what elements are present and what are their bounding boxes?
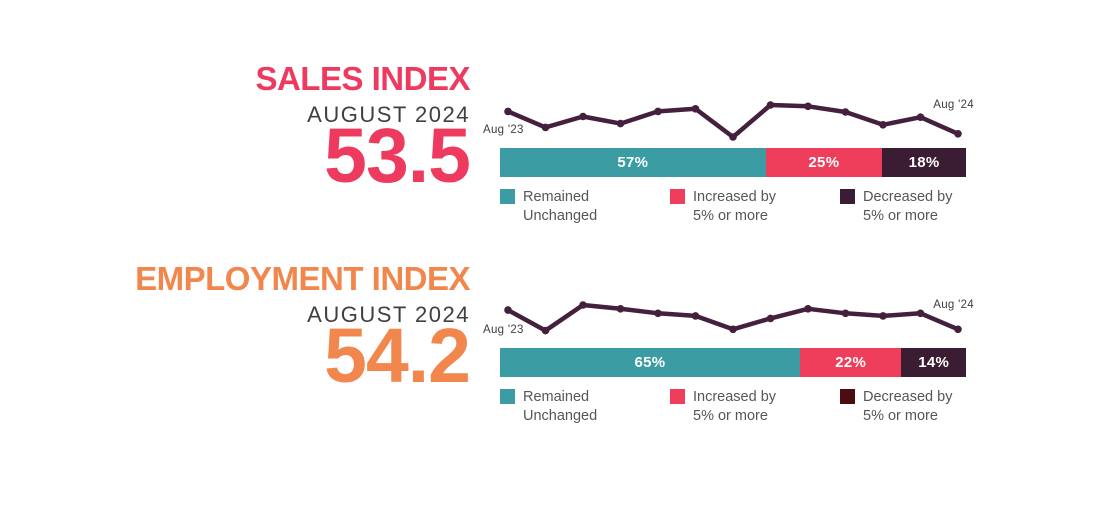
trend-sparkline: Aug '23 Aug '24 bbox=[483, 98, 974, 144]
legend-label-line1: Increased by bbox=[693, 189, 777, 205]
legend-item-increased: Increased by 5% or more bbox=[670, 188, 776, 226]
bar-segment-remained-unchanged: 65% bbox=[500, 348, 800, 377]
legend-label-line2: Unchanged bbox=[523, 408, 598, 425]
stacked-bar-chart: 65% 22% 14% bbox=[500, 348, 966, 377]
legend-label-line1: Decreased by bbox=[863, 389, 953, 405]
bar-segment-remained-unchanged: 57% bbox=[500, 148, 766, 177]
trend-sparkline: Aug '23 Aug '24 bbox=[483, 298, 974, 344]
bar-segment-decreased: 18% bbox=[882, 148, 966, 177]
section-title: EMPLOYMENT INDEX bbox=[135, 260, 470, 297]
index-headline-value: 54.2 bbox=[324, 313, 471, 399]
legend-label-line2: 5% or more bbox=[863, 408, 938, 425]
sparkline-svg bbox=[504, 101, 962, 141]
x-axis-end-label: Aug '24 bbox=[933, 99, 974, 111]
legend-swatch-maroon bbox=[840, 389, 855, 404]
legend-label-line1: Decreased by bbox=[863, 189, 953, 205]
sparkline-svg bbox=[504, 301, 962, 335]
stacked-bar-chart: 57% 25% 18% bbox=[500, 148, 966, 177]
legend-label-line1: Remained bbox=[523, 189, 590, 205]
legend-label-line2: 5% or more bbox=[693, 208, 768, 225]
index-headline-value: 53.5 bbox=[324, 113, 471, 199]
legend-item-increased: Increased by 5% or more bbox=[670, 388, 776, 426]
legend: Remained Unchanged Increased by 5% or more… bbox=[500, 388, 966, 432]
legend-label-line2: Unchanged bbox=[523, 208, 598, 225]
section-title: SALES INDEX bbox=[255, 60, 470, 97]
legend-item-remained-unchanged: Remained Unchanged bbox=[500, 188, 597, 226]
bar-segment-increased: 25% bbox=[765, 148, 883, 177]
sales-chart-block: Aug '23 Aug '24 57% 25% 18% Remained Unch… bbox=[483, 56, 974, 256]
legend: Remained Unchanged Increased by 5% or more… bbox=[500, 188, 966, 232]
legend-label-line2: 5% or more bbox=[863, 208, 938, 225]
legend-label-line1: Increased by bbox=[693, 389, 777, 405]
employment-index-section: EMPLOYMENT INDEX AUGUST 2024 54.2 Aug '2… bbox=[0, 256, 1098, 456]
x-axis-start-label: Aug '23 bbox=[483, 324, 524, 336]
legend-label-line2: 5% or more bbox=[693, 408, 768, 425]
legend-item-decreased: Decreased by 5% or more bbox=[840, 388, 952, 426]
employment-chart-block: Aug '23 Aug '24 65% 22% 14% Remained Unch… bbox=[483, 256, 974, 456]
x-axis-end-label: Aug '24 bbox=[933, 299, 974, 311]
legend-item-remained-unchanged: Remained Unchanged bbox=[500, 388, 597, 426]
legend-label-line1: Remained bbox=[523, 389, 590, 405]
bar-segment-increased: 22% bbox=[799, 348, 902, 377]
legend-swatch-teal bbox=[500, 389, 515, 404]
sales-index-section: SALES INDEX AUGUST 2024 53.5 Aug '23 Aug… bbox=[0, 56, 1098, 256]
x-axis-start-label: Aug '23 bbox=[483, 124, 524, 136]
legend-swatch-pink bbox=[670, 389, 685, 404]
bar-segment-decreased: 14% bbox=[901, 348, 966, 377]
legend-swatch-pink bbox=[670, 189, 685, 204]
legend-item-decreased: Decreased by 5% or more bbox=[840, 188, 952, 226]
legend-swatch-teal bbox=[500, 189, 515, 204]
legend-swatch-dark bbox=[840, 189, 855, 204]
section-subtitle: AUGUST 2024 bbox=[307, 102, 470, 127]
section-subtitle: AUGUST 2024 bbox=[307, 302, 470, 327]
